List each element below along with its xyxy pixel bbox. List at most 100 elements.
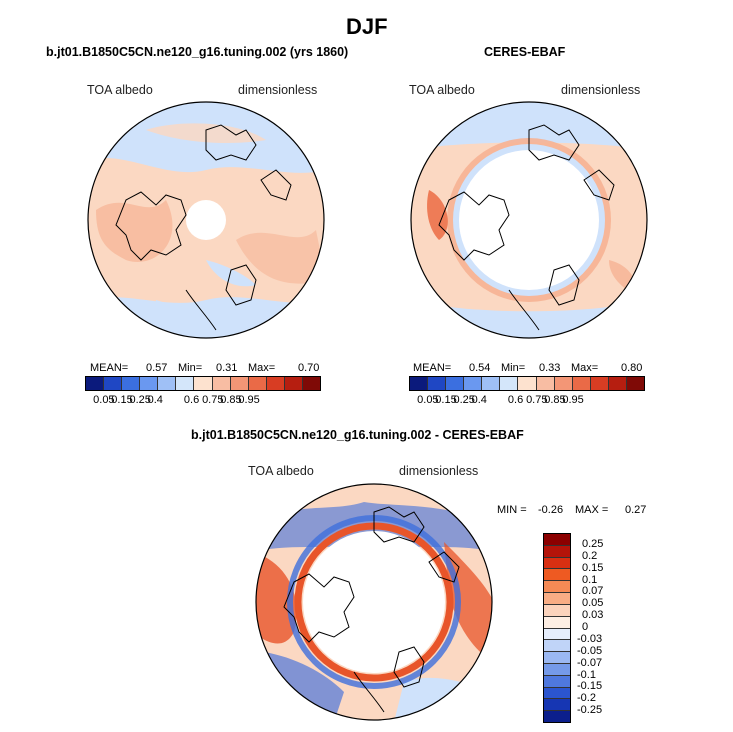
colorbar-swatch — [544, 593, 570, 605]
colorbar-tick-label: 0.25 — [582, 537, 604, 550]
colorbar-swatch — [266, 377, 285, 390]
colorbar-tick-label: 0.25 — [453, 394, 475, 406]
right-panel-title: CERES-EBAF — [484, 45, 566, 59]
colorbar-swatch — [194, 377, 213, 390]
left-max-label: Max= — [248, 362, 276, 374]
colorbar-swatch — [544, 581, 570, 594]
colorbar-tick-label: 0.15 — [435, 394, 457, 406]
colorbar-tick-label: 0.15 — [582, 561, 604, 574]
bottom-units-label: dimensionless — [399, 464, 479, 478]
bottom-colorbar-labels: 0.25 0.2 0.15 0.1 0.07 0.05 0.03 0 -0.03 -0.05 -0.… — [577, 533, 637, 723]
colorbar-swatch — [158, 377, 177, 390]
colorbar-tick-label: 0 — [582, 621, 589, 633]
colorbar-swatch — [544, 711, 570, 722]
colorbar-swatch — [140, 377, 159, 390]
colorbar-swatch — [544, 663, 570, 676]
left-mean-label: MEAN= — [90, 362, 129, 374]
colorbar-tick-label: 0.95 — [238, 394, 260, 406]
colorbar-swatch — [410, 377, 429, 390]
colorbar-tick-label: -0.05 — [577, 644, 603, 657]
colorbar-swatch — [544, 534, 570, 546]
colorbar-tick-label: 0.05 — [93, 394, 115, 406]
colorbar-swatch — [248, 377, 267, 390]
colorbar-tick-label: 0.85 — [220, 394, 242, 406]
colorbar-swatch — [544, 687, 570, 700]
colorbar-swatch — [544, 640, 570, 653]
bottom-min-value: -0.26 — [538, 504, 564, 516]
colorbar-swatch — [518, 377, 537, 390]
left-colorbar — [85, 376, 321, 391]
bottom-max-label: MAX = — [575, 504, 609, 516]
colorbar-swatch — [544, 604, 570, 617]
left-polar-map — [87, 101, 325, 339]
colorbar-swatch — [544, 545, 570, 558]
colorbar-swatch — [544, 628, 570, 641]
right-mean-label: MEAN= — [413, 362, 452, 374]
colorbar-tick-label: 0.03 — [582, 609, 604, 622]
colorbar-tick-label: 0.2 — [582, 549, 598, 562]
colorbar-tick-label: 0.05 — [582, 597, 604, 610]
colorbar-swatch — [544, 675, 570, 688]
colorbar-tick-label: 0.95 — [562, 394, 584, 406]
colorbar-swatch — [122, 377, 141, 390]
colorbar-swatch — [86, 377, 105, 390]
left-panel-title: b.jt01.B1850C5CN.ne120_g16.tuning.002 (y… — [46, 45, 349, 59]
right-variable-label: TOA albedo — [409, 83, 475, 97]
left-min-label: Min= — [178, 362, 203, 374]
colorbar-swatch — [464, 377, 483, 390]
bottom-min-label: MIN = — [497, 504, 527, 516]
right-colorbar — [409, 376, 645, 391]
colorbar-swatch — [176, 377, 195, 390]
right-colorbar-labels: 0.05 0.15 0.25 0.4 0.6 0.75 0.85 0.95 — [409, 394, 645, 408]
bottom-panel-title: b.jt01.B1850C5CN.ne120_g16.tuning.002 - … — [191, 428, 524, 442]
colorbar-tick-label: -0.1 — [577, 668, 596, 681]
colorbar-swatch — [284, 377, 303, 390]
colorbar-tick-label: 0.75 — [202, 394, 224, 406]
right-units-label: dimensionless — [561, 83, 641, 97]
colorbar-tick-label: -0.2 — [577, 692, 596, 705]
colorbar-swatch — [212, 377, 231, 390]
left-mean-value: 0.57 — [146, 362, 168, 374]
right-min-label: Min= — [501, 362, 526, 374]
bottom-max-value: 0.27 — [625, 504, 647, 516]
right-max-value: 0.80 — [621, 362, 643, 374]
colorbar-swatch — [428, 377, 447, 390]
colorbar-swatch — [590, 377, 609, 390]
figure-title: DJF — [346, 14, 388, 39]
colorbar-tick-label: 0.75 — [526, 394, 548, 406]
colorbar-tick-label: -0.25 — [577, 704, 603, 717]
colorbar-tick-label: 0.6 — [183, 394, 200, 406]
colorbar-swatch — [536, 377, 555, 390]
bottom-variable-label: TOA albedo — [248, 464, 314, 478]
colorbar-tick-label: 0.07 — [582, 585, 604, 598]
bottom-difference-map — [255, 483, 493, 721]
left-min-value: 0.31 — [216, 362, 238, 374]
colorbar-swatch — [500, 377, 519, 390]
colorbar-swatch — [554, 377, 573, 390]
colorbar-swatch — [544, 569, 570, 582]
colorbar-tick-label: 0.85 — [544, 394, 566, 406]
colorbar-tick-label: -0.15 — [577, 680, 603, 693]
colorbar-tick-label: -0.03 — [577, 632, 603, 645]
right-mean-value: 0.54 — [469, 362, 491, 374]
right-max-label: Max= — [571, 362, 599, 374]
right-min-value: 0.33 — [539, 362, 561, 374]
bottom-colorbar — [543, 533, 571, 723]
colorbar-swatch — [446, 377, 465, 390]
colorbar-swatch — [544, 652, 570, 664]
colorbar-tick-label: 0.4 — [147, 394, 163, 406]
colorbar-tick-label: 0.4 — [471, 394, 487, 406]
left-max-value: 0.70 — [298, 362, 320, 374]
colorbar-swatch — [626, 377, 645, 390]
colorbar-tick-label: -0.07 — [577, 656, 603, 669]
colorbar-swatch — [482, 377, 501, 390]
colorbar-tick-label: 0.25 — [129, 394, 151, 406]
colorbar-swatch — [302, 377, 321, 390]
colorbar-swatch — [104, 377, 123, 390]
colorbar-tick-label: 0.05 — [417, 394, 439, 406]
colorbar-swatch — [230, 377, 249, 390]
colorbar-tick-label: 0.1 — [582, 573, 598, 586]
colorbar-swatch — [544, 616, 570, 629]
left-units-label: dimensionless — [238, 83, 318, 97]
colorbar-swatch — [544, 557, 570, 570]
